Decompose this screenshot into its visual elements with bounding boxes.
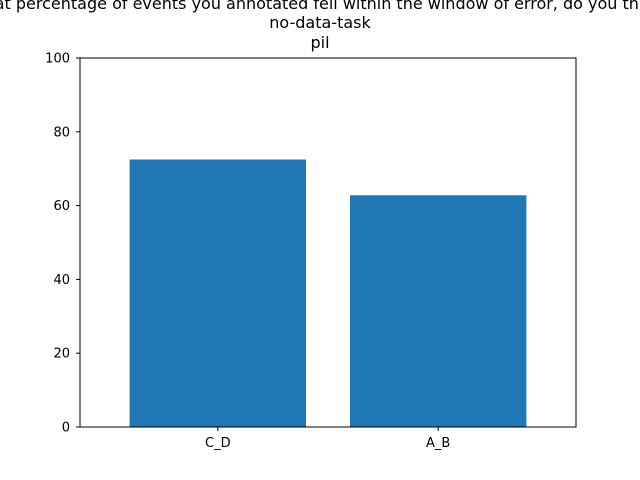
chart-title-line-2: no-data-task <box>269 13 371 32</box>
y-tick-label: 100 <box>45 52 70 67</box>
y-tick-label: 0 <box>62 421 70 436</box>
y-tick-label: 20 <box>53 347 70 362</box>
plot-frame <box>79 57 577 428</box>
x-axis: C_D A_B <box>205 427 450 451</box>
bar-a-b <box>350 195 527 427</box>
bar-c-d <box>129 159 306 427</box>
x-tick-label: A_B <box>426 436 450 451</box>
chart-title-line-3: pil <box>310 33 329 52</box>
x-tick-label: C_D <box>205 436 231 451</box>
y-tick-label: 60 <box>53 199 70 214</box>
y-axis: 0 20 40 60 80 100 <box>45 52 80 436</box>
y-tick-label: 80 <box>53 125 70 140</box>
chart-title-line-1: What percentage of events you annotated … <box>0 0 640 13</box>
chart-title: What percentage of events you annotated … <box>0 0 640 52</box>
bars-group <box>129 159 527 427</box>
y-tick-label: 40 <box>53 273 70 288</box>
